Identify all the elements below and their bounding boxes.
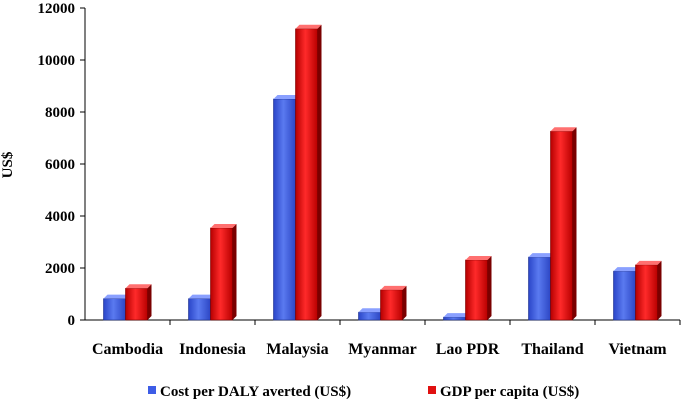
legend-swatch xyxy=(428,386,436,394)
bar-top xyxy=(613,267,640,272)
bar-side xyxy=(487,255,492,320)
bar-side xyxy=(402,285,407,320)
bar-top xyxy=(358,308,385,313)
bar-side xyxy=(317,24,322,321)
x-tick-label: Vietnam xyxy=(608,341,667,358)
bar xyxy=(465,255,492,321)
y-tick-label: 2000 xyxy=(45,261,75,277)
legend-label: GDP per capita (US$) xyxy=(440,384,579,400)
legend-swatch xyxy=(148,386,156,394)
bar-top xyxy=(103,294,130,299)
bar-face xyxy=(380,289,403,321)
bar-side xyxy=(572,127,577,321)
y-tick-label: 4000 xyxy=(45,209,75,225)
bar-face xyxy=(358,311,381,321)
axes xyxy=(80,7,681,325)
x-tick-label: Myanmar xyxy=(348,341,416,358)
y-tick-label: 6000 xyxy=(45,157,75,173)
x-tick-label: Thailand xyxy=(521,341,583,358)
bar-face xyxy=(125,287,148,321)
legend: Cost per DALY averted (US$) GDP per capit… xyxy=(148,384,579,400)
bar xyxy=(210,223,237,321)
bar-face xyxy=(443,316,466,321)
bar-face xyxy=(103,298,126,321)
y-axis-label: US$ xyxy=(0,151,16,178)
bar-face xyxy=(528,256,551,321)
bar-side xyxy=(232,223,237,320)
bar-face xyxy=(635,264,658,321)
y-tick-label: 0 xyxy=(68,313,76,329)
bar-face xyxy=(188,298,211,321)
bar xyxy=(635,260,662,321)
y-tick-label: 10000 xyxy=(38,53,76,69)
bar-face xyxy=(273,98,296,321)
bar-face xyxy=(613,270,636,321)
x-tick-label: Lao PDR xyxy=(436,341,500,358)
x-tick-label: Cambodia xyxy=(92,341,163,358)
bar-top xyxy=(443,313,470,318)
bar-top xyxy=(550,127,577,132)
y-tick-label: 12000 xyxy=(38,1,76,17)
bar-top xyxy=(188,294,215,299)
bar-top xyxy=(295,24,322,29)
bar-top xyxy=(528,253,555,258)
bar xyxy=(550,127,577,321)
tick-labels: 0 2000 4000 6000 8000 10000 12000 Cambodia Indon… xyxy=(38,1,668,358)
bar-top xyxy=(125,284,152,289)
bar-side xyxy=(147,284,152,320)
bar xyxy=(295,24,322,321)
bar-top xyxy=(380,285,407,290)
bar xyxy=(125,284,152,321)
x-tick-label: Malaysia xyxy=(266,341,328,358)
bar-top xyxy=(210,223,237,228)
bar-face xyxy=(210,227,233,321)
bar-top xyxy=(273,95,300,99)
y-tick-label: 8000 xyxy=(45,105,75,121)
bar-face xyxy=(465,259,488,321)
x-tick-label: Indonesia xyxy=(179,341,246,358)
legend-label: Cost per DALY averted (US$) xyxy=(160,384,351,400)
bar-top xyxy=(635,260,662,265)
bars xyxy=(103,24,662,321)
legend-item: Cost per DALY averted (US$) xyxy=(148,384,351,400)
bar xyxy=(380,285,407,321)
legend-item: GDP per capita (US$) xyxy=(428,384,579,400)
bar-top xyxy=(465,255,492,260)
bar-face xyxy=(550,130,573,321)
bar-face xyxy=(295,28,318,321)
bar-side xyxy=(657,260,662,320)
